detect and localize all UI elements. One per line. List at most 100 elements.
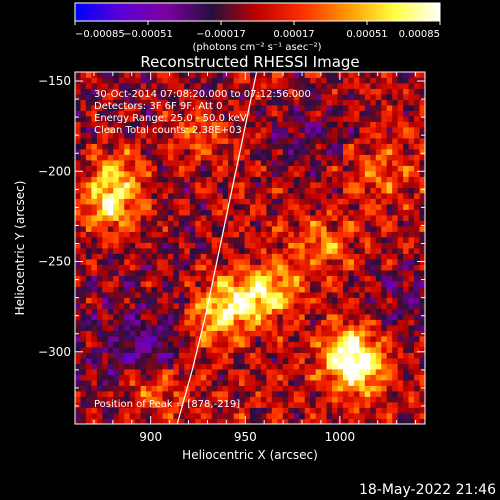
- heatmap-cell: [75, 99, 81, 106]
- heatmap-cell: [370, 407, 377, 414]
- heatmap-cell: [233, 396, 240, 403]
- heatmap-cell: [233, 248, 240, 254]
- heatmap-cell: [250, 374, 256, 381]
- heatmap-cell: [233, 369, 240, 375]
- heatmap-cell: [266, 220, 273, 227]
- heatmap-cell: [386, 94, 393, 100]
- heatmap-cell: [228, 176, 234, 183]
- heatmap-cell: [250, 418, 256, 424]
- heatmap-cell: [75, 347, 81, 353]
- heatmap-cell: [233, 226, 240, 232]
- heatmap-cell: [178, 149, 185, 155]
- heatmap-cell: [75, 407, 81, 414]
- heatmap-cell: [162, 176, 169, 183]
- heatmap-cell: [146, 83, 152, 89]
- heatmap-cell: [140, 385, 147, 392]
- heatmap-cell: [244, 259, 251, 265]
- heatmap-cell: [271, 270, 278, 276]
- heatmap-cell: [277, 220, 284, 227]
- heatmap-cell: [370, 363, 377, 370]
- heatmap-cell: [228, 358, 234, 364]
- heatmap-cell: [80, 204, 87, 210]
- heatmap-cell: [228, 385, 234, 392]
- heatmap-cell: [255, 319, 262, 326]
- heatmap-cell: [96, 226, 103, 232]
- heatmap-cell: [211, 352, 218, 359]
- heatmap-cell: [403, 325, 409, 331]
- heatmap-cell: [206, 171, 213, 177]
- heatmap-cell: [206, 72, 213, 78]
- heatmap-cell: [151, 418, 158, 424]
- heatmap-cell: [200, 286, 207, 293]
- heatmap-cell: [414, 176, 420, 183]
- heatmap-cell: [239, 286, 245, 293]
- heatmap-cell: [167, 352, 174, 359]
- heatmap-cell: [173, 264, 180, 271]
- heatmap-cell: [250, 127, 256, 133]
- heatmap-cell: [228, 270, 234, 276]
- heatmap-cell: [364, 242, 371, 249]
- heatmap-cell: [293, 270, 300, 276]
- heatmap-cell: [178, 127, 185, 133]
- heatmap-cell: [266, 336, 273, 342]
- heatmap-cell: [146, 314, 152, 320]
- heatmap-cell: [293, 121, 300, 128]
- heatmap-cell: [315, 259, 322, 265]
- heatmap-cell: [178, 94, 185, 100]
- heatmap-cell: [282, 336, 289, 342]
- axes-ticks: 900 950 1000−300−250−200−150: [38, 72, 425, 444]
- heatmap-cell: [348, 226, 355, 232]
- heatmap-cell: [118, 127, 125, 133]
- heatmap-cell: [293, 154, 300, 161]
- heatmap-cell: [244, 88, 251, 95]
- heatmap-cell: [288, 297, 295, 304]
- heatmap-cell: [162, 380, 169, 386]
- heatmap-cell: [239, 143, 245, 150]
- heatmap-cell: [140, 275, 147, 282]
- heatmap-cell: [299, 176, 306, 183]
- heatmap-cell: [75, 363, 81, 370]
- heatmap-cell: [342, 402, 349, 408]
- heatmap-cell: [129, 270, 136, 276]
- heatmap-cell: [211, 308, 218, 315]
- heatmap-cell: [337, 83, 344, 89]
- heatmap-cell: [113, 220, 120, 227]
- heatmap-cell: [118, 231, 125, 238]
- heatmap-cell: [353, 407, 360, 414]
- heatmap-cell: [146, 281, 152, 287]
- heatmap-cell: [173, 187, 180, 194]
- heatmap-cell: [118, 138, 125, 144]
- heatmap-cell: [195, 297, 202, 304]
- heatmap-cell: [200, 341, 207, 348]
- heatmap-cell: [392, 374, 399, 381]
- heatmap-cell: [359, 281, 366, 287]
- heatmap-cell: [85, 215, 92, 221]
- heatmap-cell: [124, 127, 131, 133]
- heatmap-cell: [102, 110, 109, 117]
- heatmap-cell: [392, 319, 399, 326]
- heatmap-cell: [184, 248, 191, 254]
- heatmap-cell: [359, 303, 366, 309]
- heatmap-cell: [118, 88, 125, 95]
- heatmap-cell: [85, 259, 92, 265]
- heatmap-cell: [102, 374, 109, 381]
- heatmap-cell: [244, 83, 251, 89]
- heatmap-cell: [244, 154, 251, 161]
- heatmap-cell: [299, 171, 306, 177]
- heatmap-cell: [239, 413, 245, 419]
- heatmap-cell: [146, 149, 152, 155]
- heatmap-cell: [222, 242, 229, 249]
- heatmap-cell: [299, 341, 306, 348]
- heatmap-cell: [200, 149, 207, 155]
- heatmap-cell: [364, 385, 371, 392]
- heatmap-cell: [381, 303, 388, 309]
- heatmap-cell: [293, 220, 300, 227]
- heatmap-cell: [364, 396, 371, 403]
- heatmap-cell: [326, 253, 333, 260]
- heatmap-cell: [239, 270, 245, 276]
- heatmap-cell: [157, 352, 163, 359]
- heatmap-cell: [118, 253, 125, 260]
- heatmap-cell: [419, 396, 425, 403]
- heatmap-cell: [271, 182, 278, 188]
- heatmap-cell: [353, 116, 360, 122]
